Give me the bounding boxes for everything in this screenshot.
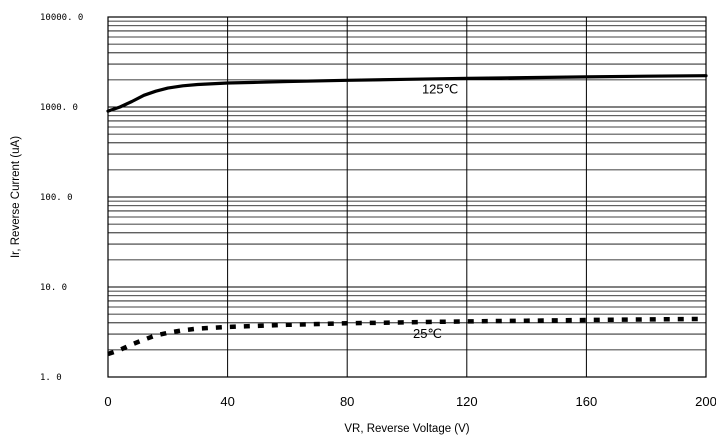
grid [108,17,706,377]
series-annotation: 125℃ [422,81,458,96]
y-tick-label: 1. 0 [40,373,62,383]
x-tick-label: 80 [340,394,354,409]
x-tick-label: 200 [695,394,716,409]
series-annotations: 125℃ 25℃ [413,81,458,341]
x-axis-label: VR, Reverse Voltage (V) [344,423,469,435]
series-line-125c [106,74,708,113]
x-tick-label: 0 [104,394,111,409]
y-tick-label: 10000. 0 [40,13,83,23]
series-group [106,74,708,357]
series-annotation: 25℃ [413,326,442,341]
tick-labels: 1. 0 10. 0 100. 0 1000. 0 10000. 0 0 40 80 120 16… [40,13,716,409]
x-tick-label: 120 [456,394,478,409]
y-axis-label: Ir, Reverse Current (uA) [10,136,22,258]
x-tick-label: 160 [576,394,598,409]
series-line-25c [107,316,707,357]
plot-frame [107,16,707,378]
y-tick-label: 100. 0 [40,193,73,203]
y-tick-label: 10. 0 [40,283,67,293]
x-tick-label: 40 [220,394,234,409]
y-tick-label: 1000. 0 [40,103,78,113]
